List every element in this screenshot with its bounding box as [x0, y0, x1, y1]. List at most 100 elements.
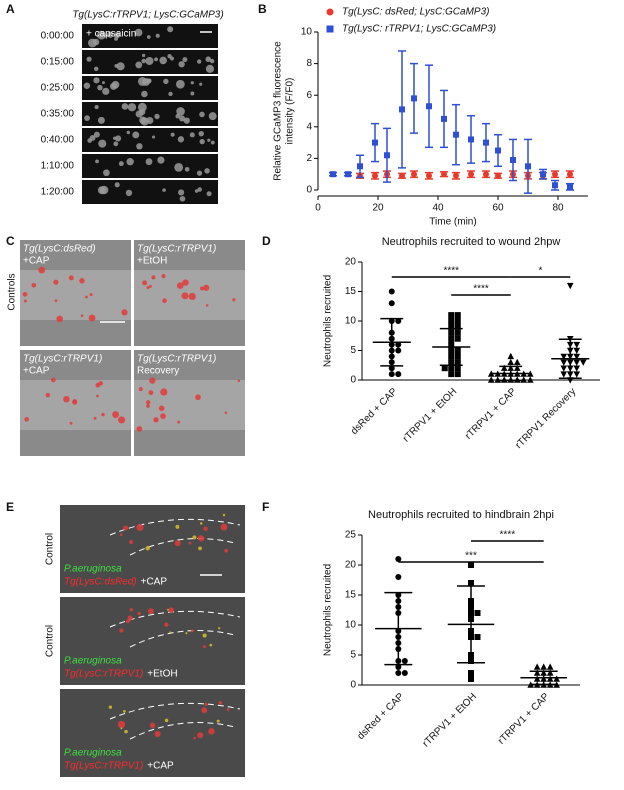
cell-decor [197, 732, 204, 739]
cell-decor [199, 522, 203, 525]
cell-decor [112, 136, 117, 140]
point [426, 103, 432, 110]
cell-decor [176, 107, 185, 116]
timestamp: 0:40:00 [41, 135, 75, 146]
cell-decor [118, 161, 124, 167]
point [487, 370, 495, 377]
point [395, 341, 402, 348]
cell-decor [167, 26, 174, 33]
cell-decor [45, 392, 51, 398]
point [399, 172, 405, 179]
cell-decor [136, 523, 144, 532]
timestamp: 0:35:00 [41, 109, 75, 120]
cell-decor [124, 729, 128, 734]
point [454, 329, 461, 336]
cell-decor [129, 608, 133, 612]
cell-decor [51, 377, 56, 383]
cell-decor [199, 111, 205, 118]
cell-decor [138, 387, 143, 392]
cell-decor [161, 274, 166, 279]
cell-decor [119, 628, 124, 633]
cell-decor [114, 32, 121, 39]
cell-decor [89, 293, 93, 297]
cell-decor [87, 38, 97, 48]
point [573, 347, 581, 355]
chart-title: Neutrophils recruited to hindbrain 2hpi [368, 509, 554, 521]
y-tick-label: 5 [350, 650, 356, 661]
cell-decor [198, 546, 202, 551]
cell-decor [190, 81, 194, 85]
point [388, 371, 395, 378]
cell-decor [136, 426, 143, 432]
timestamp: 0:25:00 [41, 83, 75, 94]
cell-decor [125, 619, 130, 624]
cell-decor [31, 282, 37, 288]
cell-decor [68, 275, 74, 281]
tissue-decor [20, 270, 131, 320]
point [453, 131, 459, 138]
cell-decor [114, 36, 119, 41]
point [345, 171, 351, 178]
cell-decor [149, 722, 156, 729]
point [388, 288, 395, 295]
cell-decor [158, 405, 165, 412]
point [468, 580, 474, 586]
cell-decor [151, 275, 156, 280]
cell-decor [206, 191, 212, 197]
cell-decor [157, 156, 165, 164]
y-tick-label: 2 [306, 153, 312, 164]
y-axis-label: Neutrophils recruited [323, 564, 334, 656]
point [395, 371, 402, 378]
cell-decor [198, 130, 204, 137]
cell-decor [85, 295, 88, 299]
cell-decor [93, 77, 100, 84]
cell-decor [168, 607, 175, 613]
cell-decor [205, 56, 212, 63]
cell-decor [120, 727, 123, 730]
micrograph [60, 505, 245, 593]
point [526, 376, 534, 383]
cell-decor [149, 377, 156, 384]
cell-decor [148, 284, 152, 288]
point [468, 136, 474, 143]
cell-decor [145, 78, 152, 84]
point [500, 364, 508, 371]
point [401, 658, 408, 664]
cell-decor [154, 57, 158, 62]
tissue-decor [134, 380, 245, 430]
cell-decor [190, 91, 195, 96]
y-tick-label: 10 [301, 27, 313, 38]
legend-label: Tg(LysC: dsRed; LysC:GCaMP3) [342, 7, 489, 18]
cell-decor [208, 728, 215, 735]
cell-decor [185, 632, 188, 635]
x-axis-label: Time (min) [429, 217, 476, 228]
point [454, 312, 461, 319]
cell-decor [86, 56, 92, 62]
panel-letter: A [6, 2, 15, 16]
cell-decor [167, 54, 172, 59]
cell-decor [56, 315, 63, 323]
cell-decor [220, 523, 228, 531]
cell-decor [193, 736, 196, 740]
panel-letter: C [6, 234, 15, 248]
y-tick-label: 0 [350, 680, 356, 691]
cell-decor [175, 79, 185, 89]
timestamp: 1:20:00 [41, 187, 75, 198]
point [525, 163, 531, 170]
cell-decor [148, 390, 154, 396]
cell-decor [199, 138, 205, 145]
cell-decor [179, 115, 186, 122]
cell-decor [107, 31, 114, 38]
point [495, 172, 501, 179]
cell-decor [38, 266, 46, 274]
point [454, 353, 461, 360]
cell-decor [202, 633, 207, 638]
cell-decor [135, 110, 143, 118]
y-tick-label: 25 [345, 530, 357, 541]
point [453, 172, 459, 179]
cell-decor [139, 116, 147, 124]
point [567, 171, 573, 178]
cell-decor [88, 314, 96, 322]
cell-decor [121, 309, 128, 316]
